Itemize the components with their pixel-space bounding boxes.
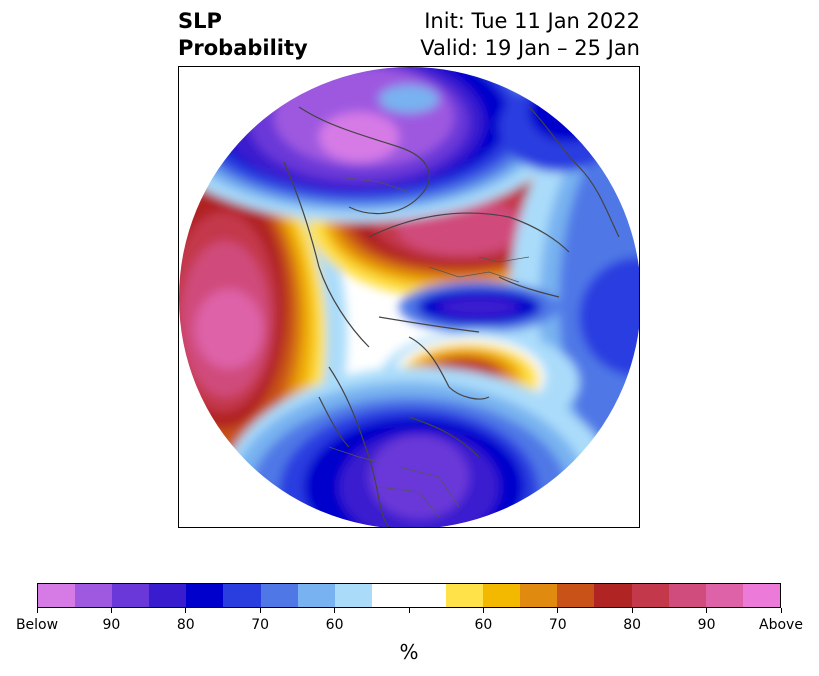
colorbar-swatch-14 [557, 584, 595, 607]
colorbar-unit-label: % [399, 640, 419, 664]
colorbar-swatch-15 [594, 584, 632, 607]
coastlines [283, 106, 620, 527]
colorbar-swatch-18 [705, 584, 743, 607]
colorbar-swatch-1 [75, 584, 113, 607]
colorbar-swatch-0 [38, 584, 76, 607]
colorbar-tick-label: Below [15, 617, 59, 633]
colorbar [37, 583, 781, 608]
colorbar-tick-label: 70 [548, 617, 567, 633]
chart-title: SLP Probability [178, 8, 308, 62]
colorbar-tick [482, 608, 484, 613]
colorbar-tick [631, 608, 633, 613]
colorbar-ticks [36, 608, 782, 614]
date-info: Init: Tue 11 Jan 2022 Valid: 19 Jan – 25… [420, 8, 640, 62]
colorbar-swatch-7 [297, 584, 335, 607]
colorbar-swatch-4 [186, 584, 224, 607]
probability-map-svg [179, 67, 639, 527]
colorbar-swatch-12 [483, 584, 521, 607]
colorbar-tick [334, 608, 336, 613]
political-borders [328, 176, 530, 518]
colorbar-tick-label: 80 [176, 617, 195, 633]
colorbar-swatch-19 [742, 584, 780, 607]
colorbar-tick-label: 60 [474, 617, 493, 633]
title-line-2: Probability [178, 36, 308, 60]
colorbar-tick [110, 608, 112, 613]
colorbar-swatch-10 [408, 584, 447, 607]
colorbar-tick-label: 70 [251, 617, 270, 633]
colorbar-tick-label: 80 [623, 617, 642, 633]
colorbar-swatch-13 [520, 584, 558, 607]
colorbar-tick-label: 90 [102, 617, 121, 633]
colorbar-swatch-8 [334, 584, 372, 607]
colorbar-tick [36, 608, 38, 613]
colorbar-swatch-2 [112, 584, 150, 607]
init-date: Init: Tue 11 Jan 2022 [424, 9, 640, 33]
colorbar-tick [259, 608, 261, 613]
colorbar-tick-label: Above [759, 617, 803, 633]
polar-map [178, 66, 640, 528]
colorbar-tick-label: 60 [325, 617, 344, 633]
colorbar-swatch-16 [631, 584, 669, 607]
colorbar-swatch-17 [668, 584, 706, 607]
colorbar-tick [185, 608, 187, 613]
colorbar-swatch-9 [371, 584, 409, 607]
colorbar-tick [706, 608, 708, 613]
colorbar-swatch-5 [223, 584, 261, 607]
colorbar-tick [780, 608, 782, 613]
valid-date: Valid: 19 Jan – 25 Jan [420, 36, 640, 60]
colorbar-tick [408, 608, 410, 613]
colorbar-swatch-3 [149, 584, 187, 607]
title-line-1: SLP [178, 9, 222, 33]
colorbar-swatch-6 [260, 584, 298, 607]
northern-europe-low [399, 281, 559, 333]
colorbar-tick-label: 90 [697, 617, 716, 633]
colorbar-tick [557, 608, 559, 613]
colorbar-swatch-11 [446, 584, 484, 607]
